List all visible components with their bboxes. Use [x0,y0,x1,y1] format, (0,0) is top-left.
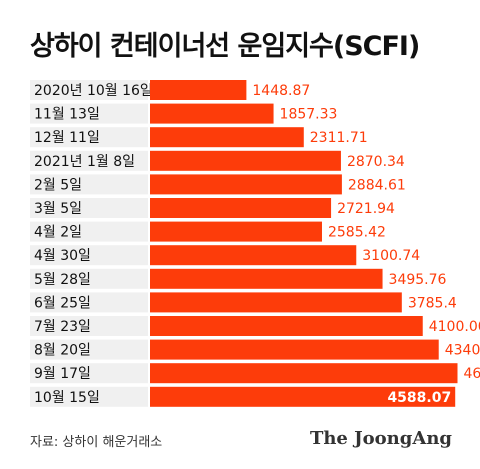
category-label-bg [30,339,148,360]
category-label-bg [30,268,148,289]
data-label: 1448.87 [252,83,310,99]
category-label-bg [30,245,148,266]
category-label: 4월 30일 [34,248,91,264]
category-label: 6월 25일 [34,295,91,311]
category-label-bg [30,127,148,148]
category-label-bg [30,292,148,313]
category-label: 2월 5일 [34,177,82,193]
data-label: 1857.33 [280,107,338,123]
bar [150,245,357,266]
category-label-bg [30,316,148,336]
data-label: 2884.61 [348,177,406,193]
category-label: 4월 2일 [34,225,82,241]
bar [150,339,439,360]
bar [150,386,456,407]
data-label: 2870.34 [347,154,405,170]
bar [150,221,322,242]
category-label-bg [30,221,148,242]
bar [150,268,383,289]
bar [150,292,402,313]
category-label: 2020년 10월 16일 [34,83,153,99]
bar [150,198,332,218]
data-label: 2311.71 [310,130,368,146]
data-label: 3100.74 [362,248,420,264]
source-note: 자료: 상하이 해운거래소 [30,435,163,450]
data-label: 4622.51 [464,366,480,382]
data-label: 2585.42 [328,225,386,241]
data-label: 3785.4 [408,295,457,311]
data-label: 4588.07 [387,390,451,406]
category-label: 9월 17일 [34,366,91,382]
category-label: 2021년 1월 8일 [34,154,135,170]
brand-logo: The JoongAng [309,428,452,449]
category-label-bg [30,363,148,384]
category-label: 3월 5일 [34,201,82,217]
category-label-bg [30,386,148,407]
category-label-bg [30,198,148,218]
data-label: 4100.00 [429,319,480,335]
chart-title: 상하이 컨테이너선 운임지수(SCFI) [30,31,420,62]
bar [150,150,341,171]
data-label: 3495.76 [389,272,447,288]
bar [150,174,342,195]
category-label-bg [30,80,148,100]
data-label: 2721.94 [337,201,395,217]
category-label: 11월 13일 [34,107,100,123]
bar [150,80,247,100]
category-label-bg [30,103,148,124]
data-label: 4340.18 [445,343,480,359]
bar [150,316,423,336]
bar [150,363,458,384]
category-label: 5월 28일 [34,272,91,288]
category-label-bg [30,150,148,171]
bar [150,103,274,124]
category-label: 8월 20일 [34,343,91,359]
bar [150,127,304,148]
category-label: 12월 11일 [34,130,100,146]
category-label: 7월 23일 [34,319,91,335]
category-label-bg [30,174,148,195]
category-label: 10월 15일 [34,390,100,406]
